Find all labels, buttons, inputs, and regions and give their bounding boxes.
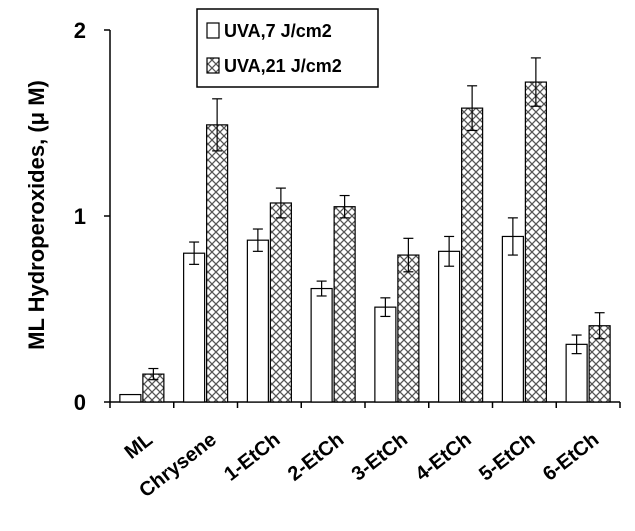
x-category-label: 3-EtCh	[348, 429, 412, 486]
legend-label-series-1: UVA,7 J/cm2	[224, 21, 332, 41]
bar-series-2	[206, 124, 229, 403]
bar-series-1	[310, 287, 333, 403]
legend: UVA,7 J/cm2 UVA,21 J/cm2	[196, 8, 379, 88]
y-tick-label: 0	[74, 390, 86, 415]
y-tick-label: 1	[74, 204, 86, 229]
bar-series-1	[501, 235, 524, 403]
bar-series-2	[333, 206, 356, 403]
bar-series-1	[246, 239, 269, 403]
bar-series-2	[524, 81, 547, 403]
legend-label-series-2: UVA,21 J/cm2	[224, 56, 342, 76]
legend-swatch-series-2	[206, 57, 220, 74]
bar-series-2	[269, 202, 292, 403]
legend-box	[196, 8, 379, 88]
bar-series-2	[461, 107, 484, 403]
bar-series-1	[374, 306, 397, 403]
x-category-label: ML	[121, 429, 157, 464]
bar-series-1	[119, 393, 142, 403]
y-axis-label: ML Hydroperoxides, (μ M)	[24, 80, 49, 350]
x-category-label: 2-EtCh	[284, 429, 348, 486]
x-category-label: 5-EtCh	[475, 429, 539, 486]
y-tick-label: 2	[74, 18, 86, 43]
x-category-label: 6-EtCh	[539, 429, 603, 486]
x-category-label: 1-EtCh	[220, 429, 284, 486]
bar-series-2	[397, 254, 420, 403]
legend-swatch-series-1	[206, 22, 220, 39]
bar-series-1	[183, 252, 206, 403]
x-category-label: 4-EtCh	[411, 429, 475, 486]
bar-series-1	[438, 250, 461, 403]
